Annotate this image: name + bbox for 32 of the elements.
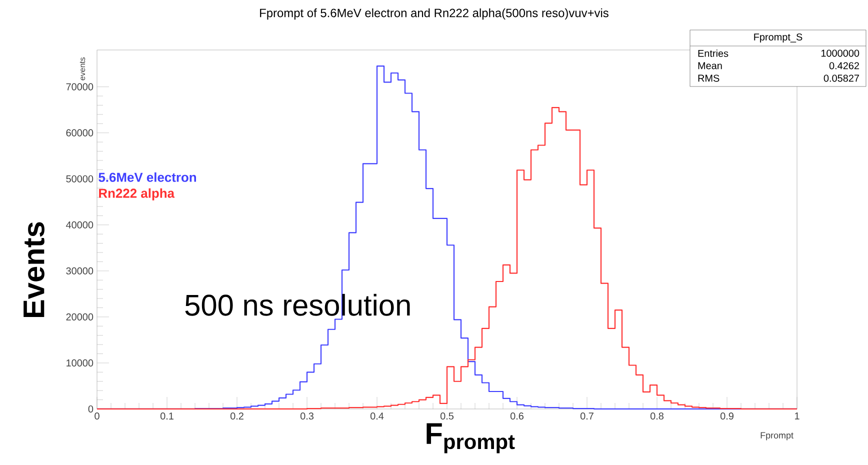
text: 5.6MeV electron xyxy=(98,172,196,182)
chart-title: Fprompt of 5.6MeV electron and Rn222 alpha(500ns reso)vuv+vis xyxy=(260,8,608,20)
x-axis-title: F$_{prompt}$ xyxy=(426,423,515,454)
y-tick-label: 60000 xyxy=(66,129,94,136)
y-tick-label: 50000 xyxy=(66,175,94,182)
x-tick-label: 0.5 xyxy=(440,412,454,420)
text: 0.05827 xyxy=(824,74,859,82)
x-tick-label: 0.3 xyxy=(300,412,314,420)
x-tick-label: 0.7 xyxy=(580,412,594,420)
text: Fprompt_S xyxy=(754,33,802,42)
x-tick-label: 0.9 xyxy=(720,412,734,420)
x-tick-label: 0 xyxy=(94,412,100,420)
text: 1000000 xyxy=(821,50,860,57)
x-tick-label: 0.1 xyxy=(160,412,174,420)
x-tick-label: 1 xyxy=(795,412,800,420)
y-axis-title: Events xyxy=(24,222,44,318)
y-tick-label: 40000 xyxy=(66,221,94,228)
y-tick-label: 10000 xyxy=(66,359,94,366)
x-tick-label: 0.4 xyxy=(370,412,384,420)
x-tick-label: 0.2 xyxy=(230,412,244,420)
text: Fprompt xyxy=(760,432,794,440)
y-tick-label: 20000 xyxy=(66,313,94,320)
text: Rn222 alpha xyxy=(99,188,175,200)
annotation: Mean xyxy=(698,62,722,70)
x-tick-label: 0.6 xyxy=(510,412,524,420)
annotation: Entries xyxy=(698,50,728,57)
y-tick-label: 30000 xyxy=(66,267,94,274)
x-tick-label: 0.8 xyxy=(650,412,664,420)
y-tick-label: 70000 xyxy=(66,83,94,90)
annotation: RMS xyxy=(698,74,720,82)
y-tick-label: 0 xyxy=(88,405,94,413)
text: 0.4262 xyxy=(829,62,859,70)
